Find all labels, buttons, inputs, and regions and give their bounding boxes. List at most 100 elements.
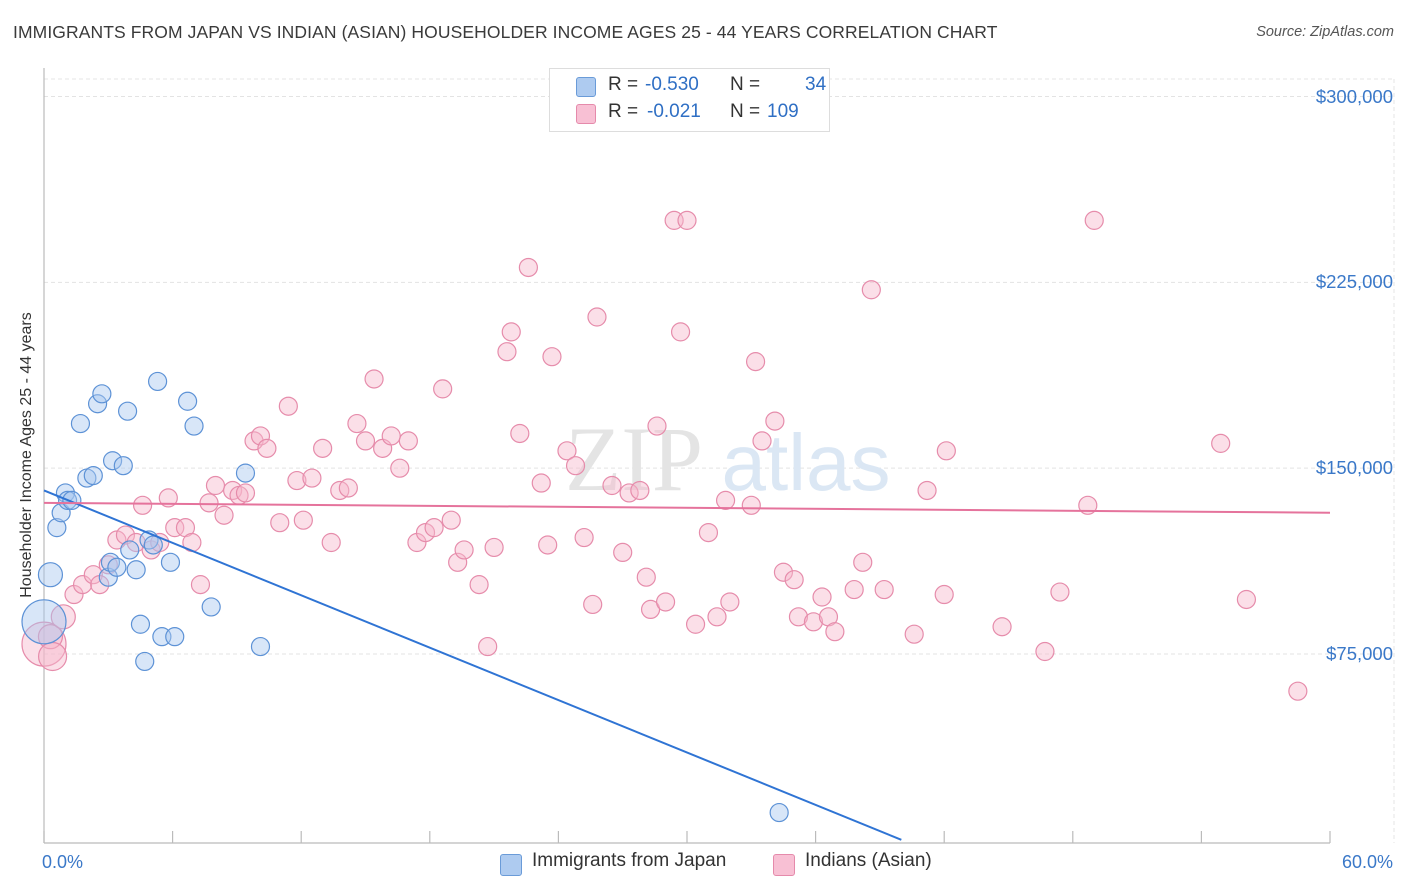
data-point xyxy=(132,495,153,515)
data-point xyxy=(677,210,697,230)
chart-title: IMMIGRANTS FROM JAPAN VS INDIAN (ASIAN) … xyxy=(13,22,998,42)
data-point xyxy=(670,322,691,342)
data-point xyxy=(655,592,676,612)
data-point xyxy=(715,490,736,510)
data-point xyxy=(313,438,333,458)
data-point xyxy=(531,473,551,493)
data-point xyxy=(1288,681,1308,701)
legend-swatch-japan xyxy=(576,77,596,97)
legend-r-value: -0.021 xyxy=(647,101,701,122)
bottom-legend-label-indians: Indians (Asian) xyxy=(805,850,932,871)
legend-swatch-indians xyxy=(576,104,596,124)
data-point xyxy=(87,394,108,414)
data-point xyxy=(120,540,140,560)
data-point xyxy=(574,527,594,548)
trend-line-indians xyxy=(43,501,1331,514)
trend-lines xyxy=(43,489,1331,841)
data-point xyxy=(235,483,256,503)
watermark-atlas: atlas xyxy=(722,418,891,507)
data-point xyxy=(630,480,650,501)
data-point xyxy=(583,594,603,615)
data-point xyxy=(390,458,410,478)
data-point xyxy=(557,441,577,461)
trend-line-japan xyxy=(43,489,902,841)
data-point xyxy=(355,431,376,451)
data-point xyxy=(235,463,256,483)
data-point xyxy=(1050,582,1070,602)
data-point xyxy=(302,468,322,488)
data-point xyxy=(158,488,178,508)
data-point xyxy=(825,622,845,642)
data-point xyxy=(50,604,76,630)
data-point xyxy=(37,562,64,588)
data-point xyxy=(613,542,633,563)
data-point xyxy=(287,470,307,491)
data-point xyxy=(381,426,401,446)
data-point xyxy=(542,347,562,367)
data-point xyxy=(135,651,155,672)
data-point xyxy=(745,352,766,372)
data-point xyxy=(293,510,313,530)
data-point xyxy=(250,426,271,446)
data-point xyxy=(698,522,719,543)
data-point xyxy=(992,617,1012,637)
data-point xyxy=(107,557,127,577)
data-point xyxy=(565,456,586,476)
data-point xyxy=(1035,641,1055,662)
data-point xyxy=(250,636,271,657)
data-point xyxy=(117,401,138,421)
data-point xyxy=(364,369,384,389)
data-point xyxy=(510,423,530,444)
data-point xyxy=(1236,589,1257,610)
data-point xyxy=(130,614,151,634)
data-point xyxy=(433,379,453,399)
watermark-zip: ZIP xyxy=(565,408,703,510)
data-point xyxy=(501,322,521,342)
data-point xyxy=(160,552,181,572)
data-point xyxy=(21,599,67,645)
data-point xyxy=(190,575,211,595)
data-point xyxy=(62,490,82,510)
data-point xyxy=(478,636,498,657)
legend-n-label: N = xyxy=(730,101,761,122)
data-point xyxy=(100,552,121,572)
grid-lines xyxy=(44,78,1395,843)
y-tick-label: $75,000 xyxy=(1326,643,1393,664)
data-point xyxy=(469,575,489,595)
y-tick-label: $225,000 xyxy=(1315,271,1393,293)
data-point xyxy=(538,535,558,555)
data-point xyxy=(321,532,341,553)
correlation-legend: R = -0.530 N = 34 R = -0.021 N = 109 xyxy=(549,68,830,132)
data-point xyxy=(917,480,937,501)
data-point xyxy=(707,607,727,627)
legend-n-label: N = xyxy=(730,74,761,95)
series-indians-asian xyxy=(21,210,1308,701)
bottom-legend-swatch-indians xyxy=(773,854,795,876)
legend-r-value: -0.530 xyxy=(645,74,699,95)
data-point xyxy=(398,431,418,451)
data-point xyxy=(1084,210,1104,230)
data-point xyxy=(741,495,761,515)
data-point xyxy=(720,592,740,612)
legend-n-value: 109 xyxy=(767,101,799,122)
data-point xyxy=(92,384,112,404)
bottom-legend-swatch-japan xyxy=(500,854,522,876)
legend-r-label: R = xyxy=(608,74,639,95)
data-point xyxy=(853,552,873,572)
y-tick-label: $300,000 xyxy=(1315,85,1393,107)
data-point xyxy=(47,518,67,538)
data-point xyxy=(278,396,298,416)
data-point xyxy=(1211,433,1231,453)
data-point xyxy=(83,466,103,486)
axes xyxy=(43,68,1331,844)
data-point xyxy=(765,411,785,431)
x-axis-min-label: 0.0% xyxy=(42,852,84,872)
data-point xyxy=(874,579,894,600)
bottom-legend-label-japan: Immigrants from Japan xyxy=(532,850,727,871)
data-point xyxy=(338,478,358,498)
data-point xyxy=(769,802,789,823)
data-point xyxy=(484,537,504,558)
data-point xyxy=(72,575,93,595)
data-point xyxy=(602,475,622,496)
